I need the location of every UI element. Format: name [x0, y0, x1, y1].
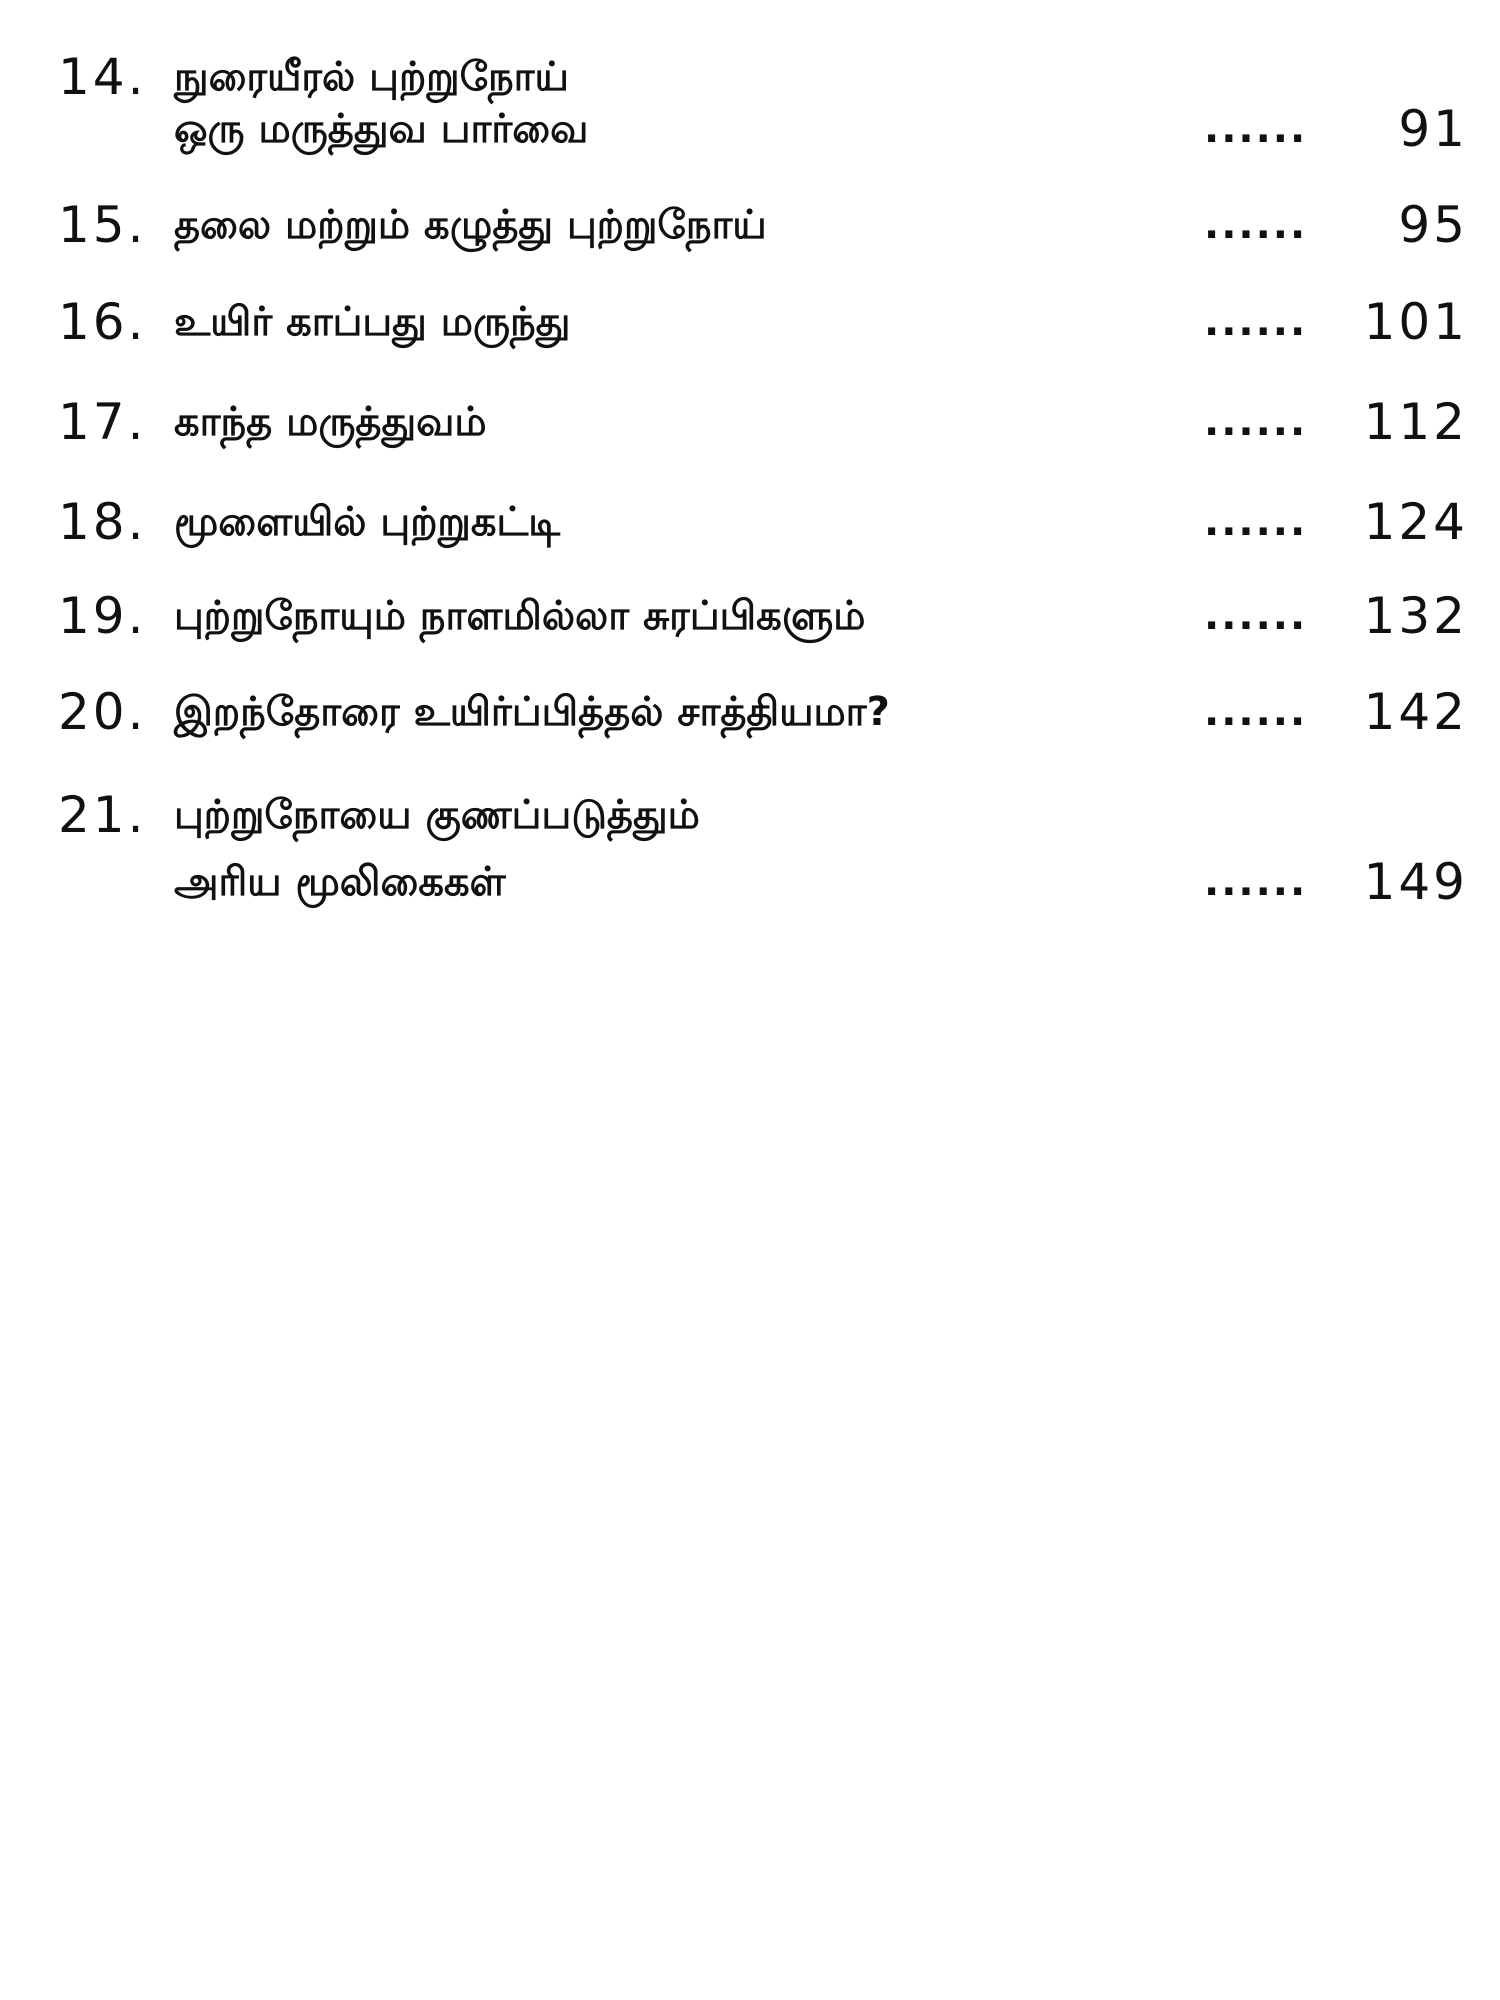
dot-leader: ...... — [1204, 299, 1308, 345]
toc-entry-16: 16. உயிர் காப்பது மருந்து ...... 101 — [0, 287, 1500, 357]
entry-title: காந்த மருத்துவம் — [174, 399, 487, 445]
page-number: 101 — [1363, 293, 1468, 351]
entry-number: 18. — [58, 493, 147, 551]
entry-title-line2: அரிய மூலிகைகள் — [174, 859, 506, 905]
toc-entry-15: 15. தலை மற்றும் கழுத்து புற்றுநோய் .....… — [0, 190, 1500, 260]
entry-number: 14. — [58, 48, 147, 106]
entry-title-line2: ஒரு மருத்துவ பார்வை — [174, 106, 589, 152]
page-number: 142 — [1363, 683, 1468, 741]
dot-leader: ...... — [1204, 593, 1308, 639]
dot-leader: ...... — [1204, 399, 1308, 445]
entry-title: நுரையீரல் புற்றுநோய் — [174, 54, 569, 100]
page-number: 132 — [1363, 587, 1468, 645]
toc-entry-20: 20. இறந்தோரை உயிர்ப்பித்தல் சாத்தியமா? .… — [0, 677, 1500, 747]
page-number: 95 — [1398, 196, 1468, 254]
entry-title: புற்றுநோயை குணப்படுத்தும் — [174, 792, 700, 838]
dot-leader: ...... — [1204, 859, 1308, 905]
entry-number: 21. — [58, 786, 147, 844]
toc-entry-18: 18. மூளையில் புற்றுகட்டி ...... 124 — [0, 487, 1500, 557]
entry-title: உயிர் காப்பது மருந்து — [174, 299, 571, 345]
entry-title: தலை மற்றும் கழுத்து புற்றுநோய் — [174, 202, 767, 248]
entry-number: 20. — [58, 683, 147, 741]
entry-number: 17. — [58, 393, 147, 451]
page-number: 149 — [1363, 853, 1468, 911]
toc-entry-17: 17. காந்த மருத்துவம் ...... 112 — [0, 387, 1500, 457]
toc-entry-21-cont: அரிய மூலிகைகள் ...... 149 — [0, 847, 1500, 917]
toc-entry-14: 14. நுரையீரல் புற்றுநோய் — [0, 42, 1500, 112]
dot-leader: ...... — [1204, 499, 1308, 545]
entry-number: 15. — [58, 196, 147, 254]
page-number: 112 — [1363, 393, 1468, 451]
entry-number: 19. — [58, 587, 147, 645]
toc-entry-19: 19. புற்றுநோயும் நாளமில்லா சுரப்பிகளும் … — [0, 581, 1500, 651]
entry-number: 16. — [58, 293, 147, 351]
dot-leader: ...... — [1204, 689, 1308, 735]
page-number: 124 — [1363, 493, 1468, 551]
entry-title: மூளையில் புற்றுகட்டி — [174, 499, 561, 545]
toc-entry-14-cont: ஒரு மருத்துவ பார்வை ...... 91 — [0, 94, 1500, 164]
dot-leader: ...... — [1204, 202, 1308, 248]
page-number: 91 — [1398, 100, 1468, 158]
entry-title: இறந்தோரை உயிர்ப்பித்தல் சாத்தியமா? — [174, 689, 890, 735]
dot-leader: ...... — [1204, 106, 1308, 152]
toc-entry-21: 21. புற்றுநோயை குணப்படுத்தும் — [0, 780, 1500, 850]
entry-title: புற்றுநோயும் நாளமில்லா சுரப்பிகளும் — [174, 593, 866, 639]
